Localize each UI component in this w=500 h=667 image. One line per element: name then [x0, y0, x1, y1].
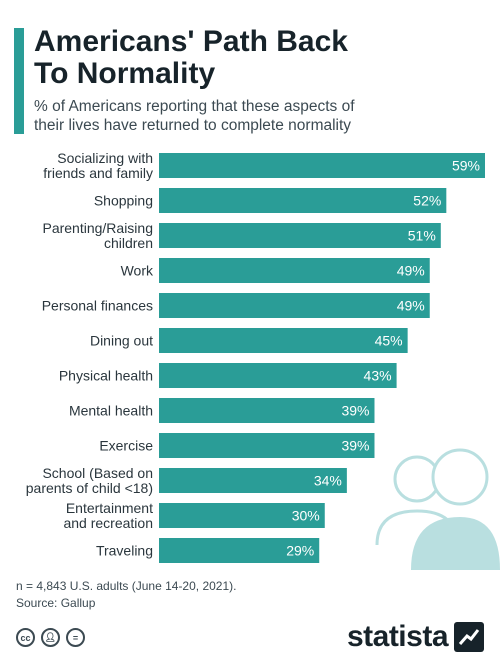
category-label: School (Based on parents of child <18): [26, 465, 153, 496]
bar: [159, 398, 375, 423]
brand-name: statista: [346, 620, 449, 653]
chart-subtitle: % of Americans reporting that these aspe…: [34, 98, 355, 134]
bar-value-label: 45%: [375, 333, 403, 349]
bar: [159, 433, 375, 458]
cc-icon: cc: [16, 628, 35, 647]
category-label: Parenting/Raising children: [42, 220, 153, 251]
bar-value-label: 34%: [314, 473, 342, 489]
category-label: Shopping: [94, 193, 153, 209]
statista-logo[interactable]: statista: [347, 620, 484, 654]
bar: [159, 293, 430, 318]
category-label: Work: [121, 263, 154, 279]
bar: [159, 153, 485, 178]
source-note: Source: Gallup: [16, 596, 96, 610]
bar-value-label: 52%: [413, 193, 441, 209]
license-icons: cc 👤︎ =: [16, 628, 85, 647]
category-label: Traveling: [96, 543, 153, 559]
bar-value-label: 39%: [341, 438, 369, 454]
title-accent-bar: [14, 28, 24, 134]
bar: [159, 328, 408, 353]
bar: [159, 503, 325, 528]
bar-value-label: 49%: [397, 298, 425, 314]
bar-chart: 59% Socializing with friends and family 52%…: [26, 150, 485, 563]
bar-value-label: 39%: [341, 403, 369, 419]
chart-title: Americans' Path Back To Normality: [34, 25, 348, 90]
category-label: Entertainment and recreation: [63, 500, 153, 531]
by-person-icon: 👤︎: [41, 628, 60, 647]
bar-value-label: 30%: [292, 508, 320, 524]
nd-equals-icon: =: [66, 628, 85, 647]
bar: [159, 363, 397, 388]
bar-value-label: 29%: [286, 543, 314, 559]
bar-value-label: 51%: [408, 228, 436, 244]
bar: [159, 258, 430, 283]
bar-value-label: 43%: [364, 368, 392, 384]
sample-note: n = 4,843 U.S. adults (June 14-20, 2021)…: [16, 579, 237, 593]
category-label: Dining out: [90, 333, 153, 349]
category-label: Socializing with friends and family: [43, 150, 153, 181]
people-illustration-icon: [375, 448, 500, 570]
bar: [159, 223, 441, 248]
footer-note: n = 4,843 U.S. adults (June 14-20, 2021)…: [16, 578, 236, 612]
category-label: Physical health: [59, 368, 153, 384]
bar-value-label: 59%: [452, 158, 480, 174]
category-label: Mental health: [69, 403, 153, 419]
category-label: Exercise: [99, 438, 153, 454]
statista-mark-icon: [454, 622, 484, 652]
bar-value-label: 49%: [397, 263, 425, 279]
bar: [159, 188, 447, 213]
bar: [159, 538, 320, 563]
bar: [159, 468, 347, 493]
category-label: Personal finances: [42, 298, 153, 314]
